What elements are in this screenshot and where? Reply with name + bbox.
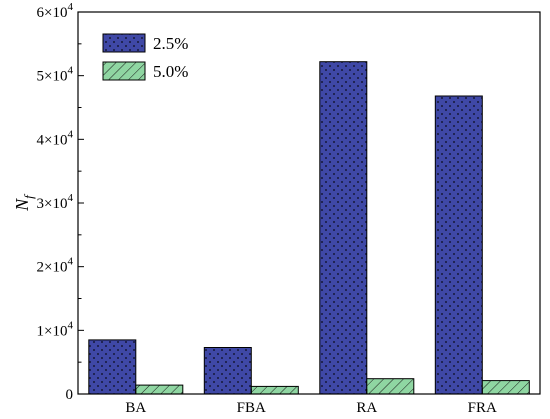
bar-fba-series-2: [250, 385, 299, 395]
y-tick-label: 0: [66, 387, 74, 403]
y-axis-label: Nf: [12, 193, 36, 212]
y-tick-label: 2×104: [37, 256, 74, 276]
bar-ba-series-2: [135, 384, 184, 395]
y-tick-label: 6×104: [37, 1, 74, 21]
bar-ra-series-2: [366, 378, 415, 395]
bar-fra-series-1: [434, 95, 483, 395]
y-tick-label: 4×104: [37, 128, 74, 148]
x-tick-label-ra: RA: [356, 400, 377, 416]
bar-fba-series-1: [203, 347, 252, 395]
legend-label-2: 5.0%: [153, 62, 188, 81]
x-tick-label-ba: BA: [125, 400, 146, 416]
legend-swatch-2: [102, 61, 146, 81]
y-tick-label: 5×104: [37, 65, 74, 85]
x-tick-label-fra: FRA: [468, 400, 497, 416]
y-tick-label: 3×104: [37, 192, 74, 212]
legend-label-1: 2.5%: [153, 34, 188, 53]
bar-fra-series-2: [481, 380, 530, 395]
legend-swatch-1: [102, 33, 146, 53]
x-tick-label-fba: FBA: [237, 400, 266, 416]
y-tick-label: 1×104: [37, 319, 74, 339]
bar-ra-series-1: [319, 61, 368, 395]
bar-ba-series-1: [88, 339, 137, 395]
